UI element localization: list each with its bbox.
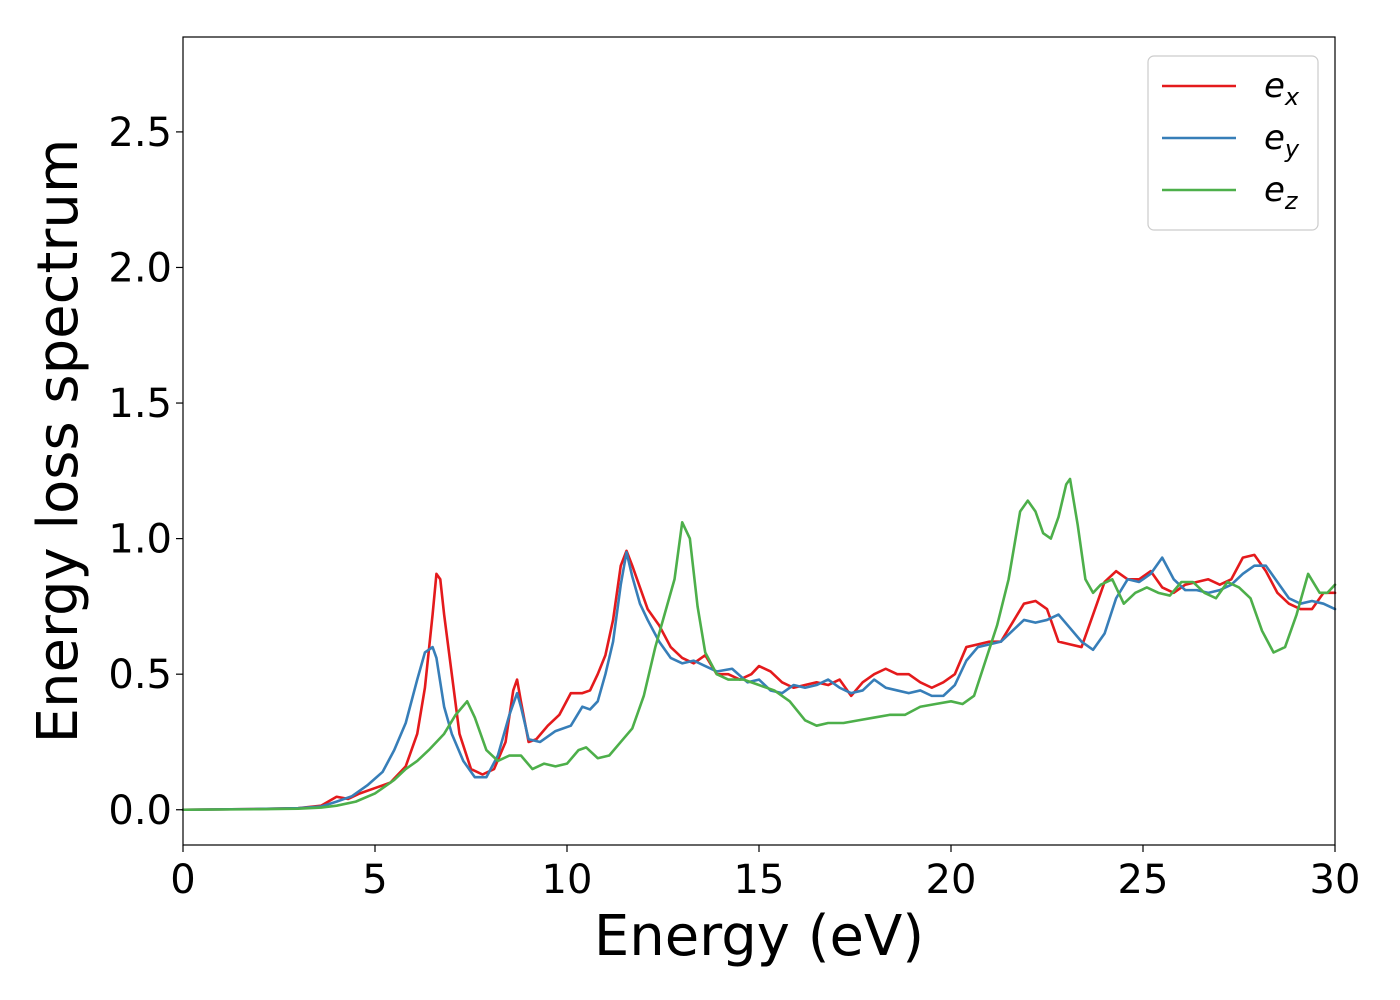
y-tick-label: 1.5 xyxy=(108,381,172,427)
y-tick-label: 0.0 xyxy=(108,788,172,834)
x-tick-label: 30 xyxy=(1310,857,1361,903)
x-tick-label: 15 xyxy=(734,857,785,903)
legend-subscript: x xyxy=(1284,83,1300,111)
y-tick-label: 2.0 xyxy=(108,245,172,291)
series-line-e-x xyxy=(181,549,1337,812)
series-layer xyxy=(181,477,1337,812)
x-axis: 0 5 10 15 20 25 30 xyxy=(170,845,1360,903)
y-tick-label: 2.5 xyxy=(108,110,172,156)
y-tick-label: 0.5 xyxy=(108,652,172,698)
y-axis-label: Energy loss spectrum xyxy=(26,139,91,744)
legend-subscript: y xyxy=(1284,135,1300,163)
series-line-e-y xyxy=(181,550,1337,812)
y-axis: 0.0 0.5 1.0 1.5 2.0 2.5 xyxy=(108,110,183,834)
x-axis-label: Energy (eV) xyxy=(594,904,924,969)
series-line-e-z xyxy=(181,477,1337,812)
x-tick-label: 20 xyxy=(926,857,977,903)
x-tick-label: 0 xyxy=(170,857,195,903)
legend-box xyxy=(1147,55,1319,231)
x-tick-label: 10 xyxy=(542,857,593,903)
x-tick-label: 5 xyxy=(362,857,387,903)
y-tick-label: 1.0 xyxy=(108,517,172,563)
legend-subscript: z xyxy=(1284,187,1299,215)
x-tick-label: 25 xyxy=(1118,857,1169,903)
